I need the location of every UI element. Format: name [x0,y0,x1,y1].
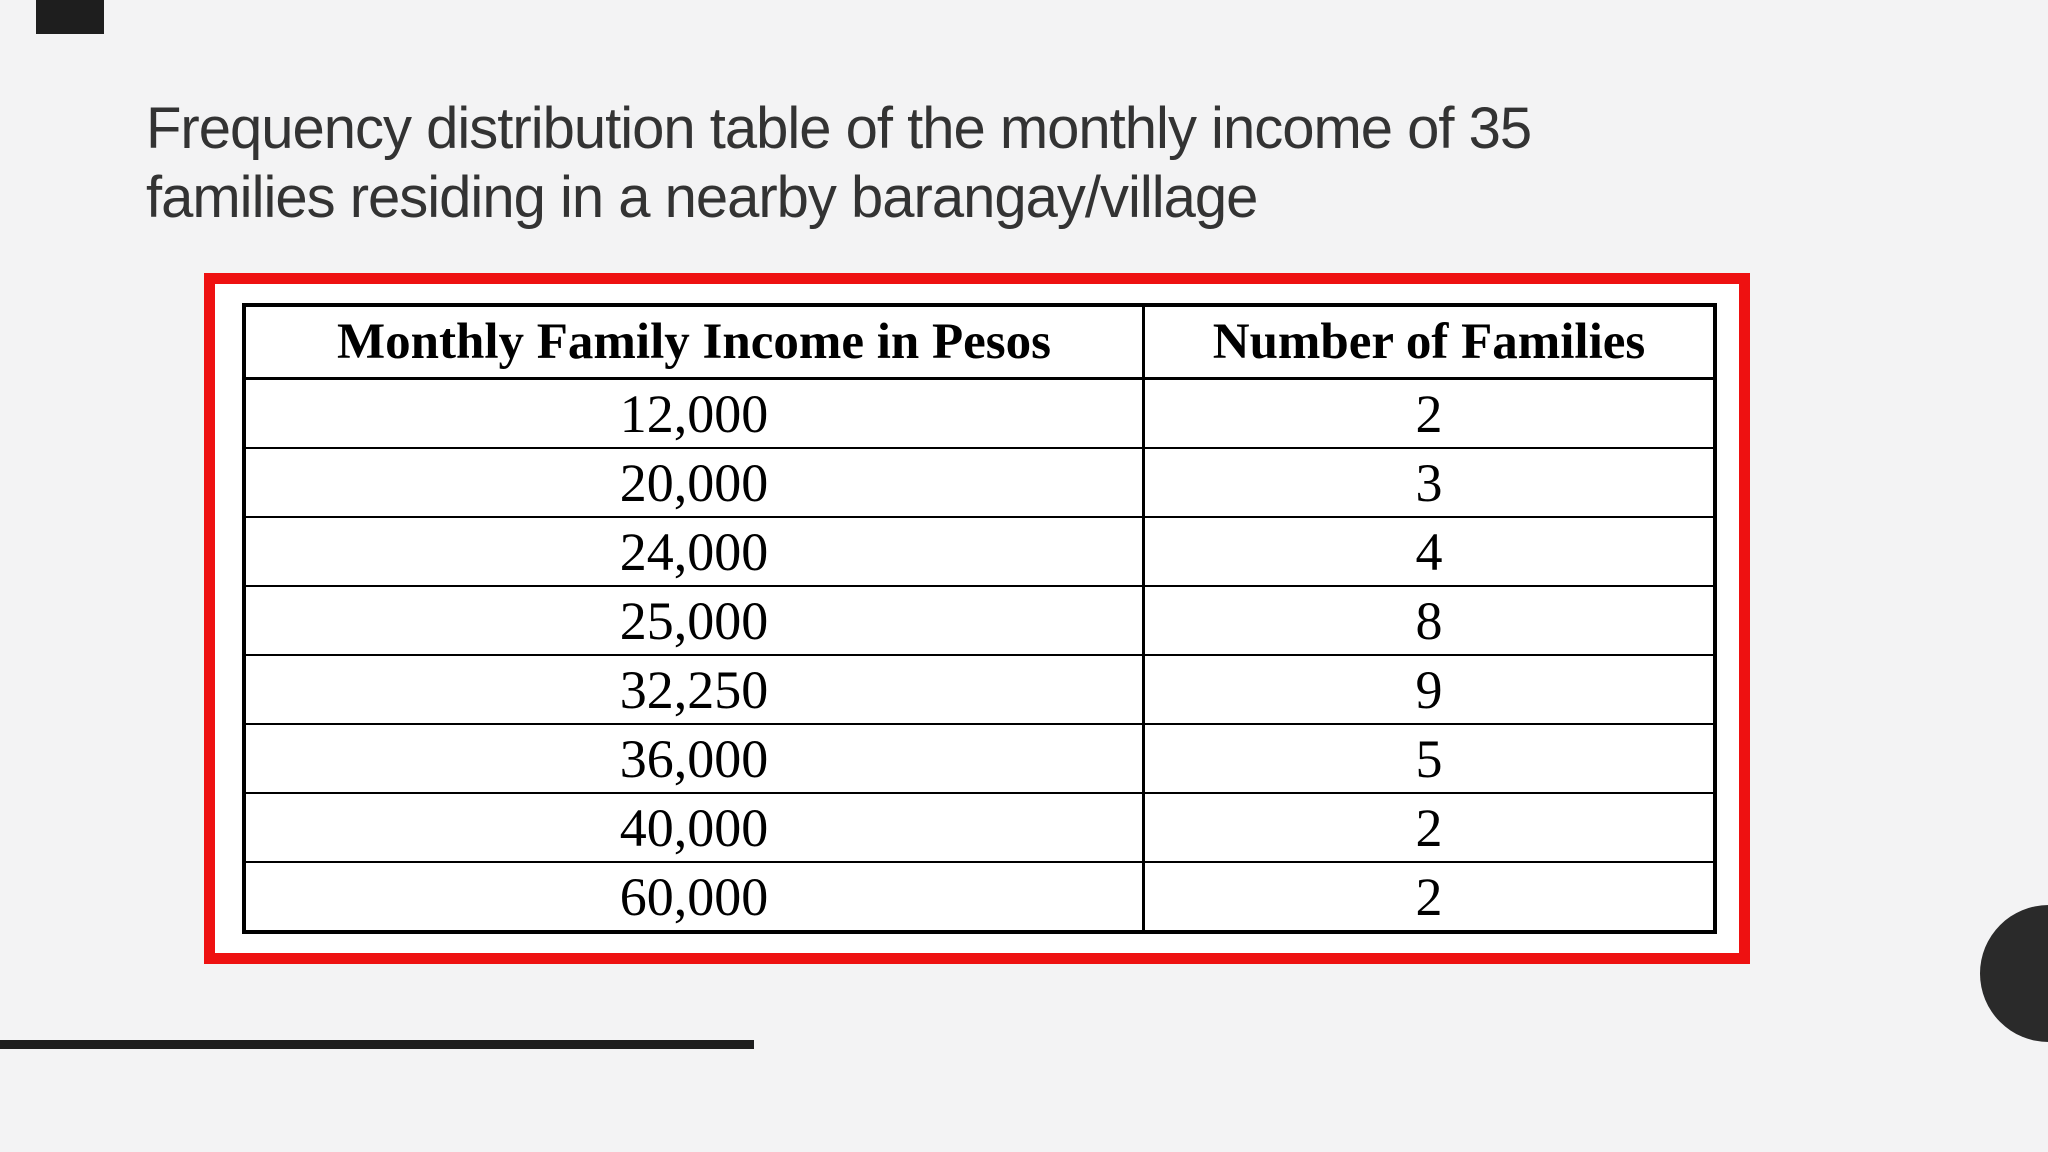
families-cell: 2 [1415,866,1443,927]
red-table-frame: Monthly Family Income in Pesos Number of… [204,273,1750,964]
top-left-accent-rect [36,0,104,34]
table-row: 60,000 2 [246,863,1713,930]
income-cell: 60,000 [246,863,1145,930]
header-income-column: Monthly Family Income in Pesos [246,307,1145,377]
income-cell: 12,000 [246,380,1145,447]
table-row: 25,000 8 [246,587,1713,656]
table-header-row: Monthly Family Income in Pesos Number of… [246,307,1713,380]
bottom-right-accent-circle [1980,905,2048,1042]
header-families-column: Number of Families [1212,314,1646,370]
families-cell: 8 [1415,590,1443,651]
families-cell: 4 [1415,521,1443,582]
frequency-distribution-table: Monthly Family Income in Pesos Number of… [242,303,1717,934]
families-cell: 9 [1415,659,1443,720]
income-cell: 25,000 [246,587,1145,654]
income-cell: 24,000 [246,518,1145,585]
income-cell: 40,000 [246,794,1145,861]
slide-title-line1: Frequency distribution table of the mont… [146,96,1532,161]
table-row: 20,000 3 [246,449,1713,518]
families-cell: 3 [1415,452,1443,513]
families-cell: 2 [1415,797,1443,858]
bottom-left-accent-line [0,1040,754,1049]
slide-title-line2: families residing in a nearby barangay/v… [146,165,1258,230]
families-cell: 2 [1415,383,1443,444]
families-cell: 5 [1415,728,1443,789]
slide-title: Frequency distribution table of the mont… [146,94,1846,232]
income-cell: 20,000 [246,449,1145,516]
income-cell: 36,000 [246,725,1145,792]
table-row: 24,000 4 [246,518,1713,587]
table-row: 32,250 9 [246,656,1713,725]
table-row: 36,000 5 [246,725,1713,794]
table-row: 12,000 2 [246,380,1713,449]
income-cell: 32,250 [246,656,1145,723]
table-row: 40,000 2 [246,794,1713,863]
